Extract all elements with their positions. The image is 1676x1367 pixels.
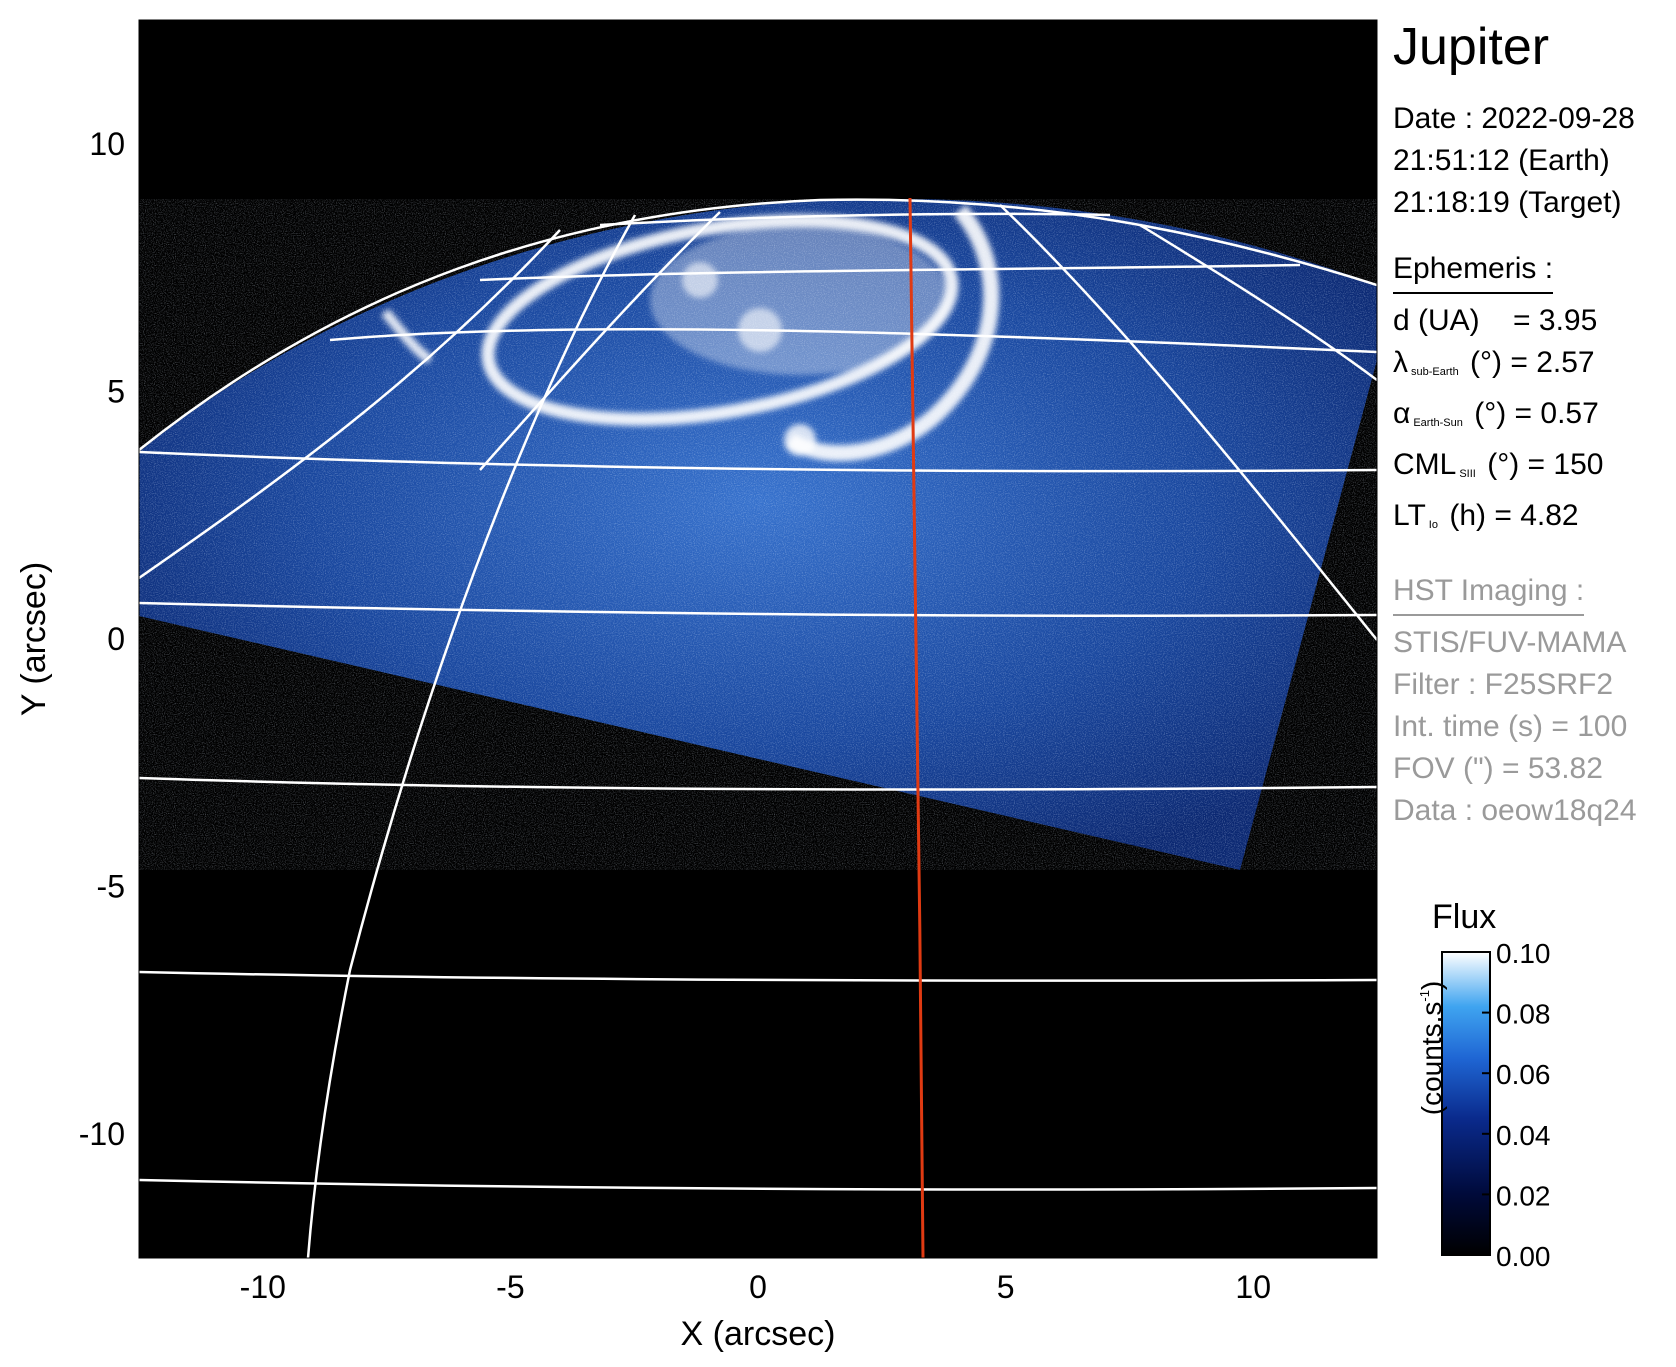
cml-subscript: SIII xyxy=(1459,468,1476,480)
y-axis-title: Y (arcsec) xyxy=(15,562,53,716)
lambda-value: = 2.57 xyxy=(1510,346,1595,379)
hst-heading: HST Imaging : xyxy=(1393,570,1585,616)
plot-area xyxy=(138,19,1378,1259)
colorbar-tick-label: 0.02 xyxy=(1496,1180,1551,1211)
latitude-line xyxy=(599,212,1111,227)
latitude-line xyxy=(329,327,1377,354)
hst-imaging-block: HST Imaging : STIS/FUV-MAMA Filter : F25… xyxy=(1393,570,1673,832)
x-tick-label: 0 xyxy=(749,1269,767,1305)
colorbar-tick-label: 0.08 xyxy=(1496,999,1551,1030)
lt-symbol: LT xyxy=(1393,499,1426,532)
sub-earth-latitude-row: λ sub-Earth (°) = 2.57 xyxy=(1393,342,1673,393)
hst-filter: Filter : F25SRF2 xyxy=(1393,668,1614,701)
alpha-unit: (°) xyxy=(1474,397,1507,430)
hst-instrument: STIS/FUV-MAMA xyxy=(1393,626,1627,659)
y-tick-label: 5 xyxy=(107,373,125,409)
longitude-line xyxy=(139,229,561,580)
local-time-row: LT Io (h) = 4.82 xyxy=(1393,495,1673,546)
target-title: Jupiter xyxy=(1393,18,1550,76)
date-line: Date : 2022-09-28 xyxy=(1393,102,1635,135)
y-tick-label: 10 xyxy=(89,126,125,162)
colorbar-title: Flux xyxy=(1432,898,1497,936)
colorbar-unit-label: (counts.s xyxy=(1416,1001,1447,1116)
cml-value: = 150 xyxy=(1527,448,1604,481)
y-tick-label: 0 xyxy=(107,621,125,657)
hst-fov: FOV (") = 53.82 xyxy=(1393,752,1603,785)
colorbar-unit-exponent: -1 xyxy=(1417,990,1432,1002)
cml-symbol: CML xyxy=(1393,448,1457,481)
grid-lines xyxy=(139,198,1377,1258)
target-time: 21:18:19 (Target) xyxy=(1393,186,1622,219)
x-axis-title: X (arcsec) xyxy=(681,1315,836,1353)
alpha-value: = 0.57 xyxy=(1514,397,1599,430)
emission-noise xyxy=(139,199,1377,871)
x-tick-label: -10 xyxy=(240,1269,286,1305)
longitude-line xyxy=(999,204,1377,641)
cml-unit: (°) xyxy=(1487,448,1520,481)
lt-value: = 4.82 xyxy=(1494,499,1579,532)
latitude-line xyxy=(139,601,1377,618)
lambda-subscript: sub-Earth xyxy=(1411,366,1459,378)
colorbar-tick-label: 0.06 xyxy=(1496,1059,1551,1090)
lt-unit: (h) xyxy=(1449,499,1486,532)
side-panel: Jupiter Date : 2022-09-28 21:51:12 (Eart… xyxy=(1393,18,1673,832)
distance-row: d (UA) = 3.95 xyxy=(1393,300,1673,342)
x-axis: -10 -5 0 5 10 xyxy=(240,1269,1271,1305)
x-tick-label: 5 xyxy=(997,1269,1015,1305)
latitude-line xyxy=(139,450,1377,473)
longitude-line xyxy=(306,214,637,1258)
central-meridian-line xyxy=(908,197,925,1258)
cml-row: CML SIII (°) = 150 xyxy=(1393,444,1673,495)
limb-line xyxy=(139,198,1377,451)
longitude-line xyxy=(479,211,721,471)
hst-int-time: Int. time (s) = 100 xyxy=(1393,710,1628,743)
colorbar-unit: (counts.s-1) xyxy=(1416,981,1448,1116)
latitude-line xyxy=(139,970,1377,982)
phase-angle-row: α Earth-Sun (°) = 0.57 xyxy=(1393,393,1673,444)
colorbar: 0.10 0.08 0.06 0.04 0.02 0.00 xyxy=(1441,938,1551,1272)
distance-value: = 3.95 xyxy=(1513,304,1598,337)
latitude-line xyxy=(479,263,1301,282)
hst-data-id: Data : oeow18q24 xyxy=(1393,794,1637,827)
plot-frame xyxy=(138,19,1378,1259)
colorbar-tick-label: 0.10 xyxy=(1496,938,1551,969)
y-tick-label: -10 xyxy=(79,1116,125,1152)
ephemeris-heading: Ephemeris : xyxy=(1393,248,1554,294)
colorbar-ticks: 0.10 0.08 0.06 0.04 0.02 0.00 xyxy=(1482,938,1551,1272)
y-axis: 10 5 0 -5 -10 xyxy=(79,126,125,1152)
colorbar-gradient xyxy=(1441,951,1491,1256)
x-tick-label: 10 xyxy=(1235,1269,1271,1305)
lambda-unit: (°) xyxy=(1470,346,1503,379)
earth-time: 21:51:12 (Earth) xyxy=(1393,144,1610,177)
distance-label: d (UA) xyxy=(1393,304,1480,337)
colorbar-tick-label: 0.00 xyxy=(1496,1241,1551,1272)
latitude-line xyxy=(139,1178,1377,1191)
y-tick-label: -5 xyxy=(97,869,125,905)
latitude-line xyxy=(139,776,1377,791)
colorbar-unit-close: ) xyxy=(1416,980,1447,991)
lambda-symbol: λ xyxy=(1393,346,1408,379)
alpha-subscript: Earth-Sun xyxy=(1413,417,1463,429)
x-tick-label: -5 xyxy=(496,1269,524,1305)
lt-subscript: Io xyxy=(1428,519,1438,531)
colorbar-tick-label: 0.04 xyxy=(1496,1120,1551,1151)
longitude-line xyxy=(1139,223,1377,382)
alpha-symbol: α xyxy=(1393,397,1411,430)
